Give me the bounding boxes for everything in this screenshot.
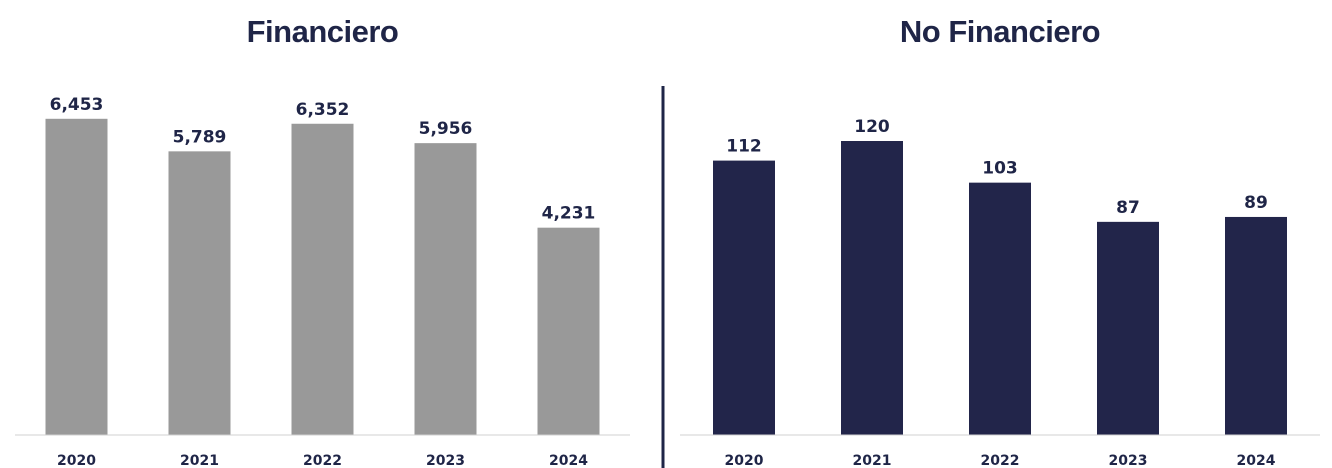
value-label: 5,789	[173, 127, 227, 147]
bar	[713, 160, 775, 435]
bar	[291, 123, 354, 435]
chart-title: Financiero	[247, 14, 399, 49]
x-tick-label: 2024	[1237, 453, 1276, 468]
x-tick-label: 2020	[725, 453, 764, 468]
bar	[1097, 221, 1159, 435]
x-tick-label: 2021	[180, 453, 219, 468]
x-tick-label: 2023	[1109, 453, 1148, 468]
value-label: 120	[854, 117, 890, 137]
bar	[1225, 216, 1287, 435]
value-label: 103	[982, 159, 1018, 179]
chart-title: No Financiero	[900, 14, 1100, 49]
value-label: 6,453	[50, 95, 104, 115]
bar	[537, 227, 600, 435]
bar	[969, 182, 1031, 435]
x-tick-label: 2023	[426, 453, 465, 468]
bar	[168, 151, 231, 436]
value-label: 4,231	[542, 204, 596, 224]
bar	[414, 143, 477, 435]
bar	[841, 141, 903, 435]
x-tick-label: 2024	[549, 453, 588, 468]
value-label: 89	[1244, 193, 1268, 213]
x-tick-label: 2022	[303, 453, 342, 468]
x-tick-label: 2020	[57, 453, 96, 468]
value-label: 112	[726, 137, 762, 157]
x-tick-label: 2022	[981, 453, 1020, 468]
value-label: 6,352	[296, 100, 350, 120]
bar	[45, 118, 108, 435]
value-label: 5,956	[419, 119, 473, 139]
x-tick-label: 2021	[853, 453, 892, 468]
value-label: 87	[1116, 198, 1140, 218]
